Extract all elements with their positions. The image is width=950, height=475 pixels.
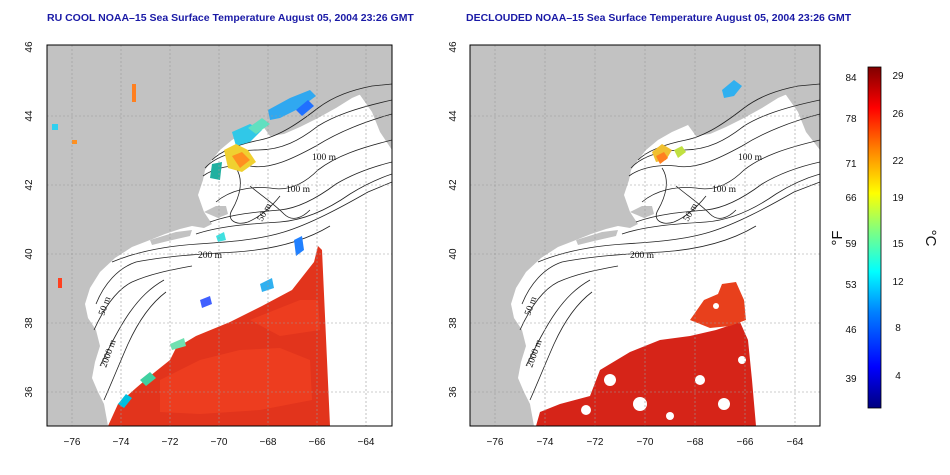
contour-label: 100 m — [738, 153, 763, 163]
colorbar-gradient — [867, 66, 882, 409]
fahrenheit-unit-label: °F — [829, 230, 846, 245]
lon-tick: −64 — [787, 437, 804, 448]
long-island — [576, 230, 618, 245]
land-mass — [47, 45, 392, 426]
lon-tick: −66 — [309, 437, 326, 448]
lon-tick: −72 — [587, 437, 604, 448]
lon-tick: −70 — [637, 437, 654, 448]
contour-label: 200 m — [198, 251, 223, 261]
sst-warm-region — [536, 322, 756, 426]
fahrenheit-tick: 71 — [845, 159, 857, 170]
celsius-tick: 12 — [892, 277, 904, 288]
sst-gulf-of-maine — [652, 80, 742, 164]
fahrenheit-tick: 84 — [845, 73, 857, 84]
lat-tick: 38 — [24, 317, 35, 329]
contour-label: 200 m — [630, 251, 655, 261]
colorbar-celsius-ticks: 29 26 22 19 15 12 8 4 — [892, 71, 904, 382]
map-title-right: DECLOUDED NOAA–15 Sea Surface Temperatur… — [466, 12, 852, 24]
lat-tick: 46 — [448, 41, 459, 53]
map-panel-right: 100 m 100 m 50 m 200 m 50 m 2000 m −76 −… — [448, 41, 821, 448]
x-axis-right: −76 −74 −72 −70 −68 −66 −64 — [487, 437, 804, 448]
map-frame-right — [469, 44, 821, 427]
nova-scotia — [262, 80, 366, 136]
lon-tick: −68 — [260, 437, 277, 448]
y-axis-left: 36 38 40 42 44 46 — [24, 41, 35, 398]
lon-tick: −66 — [737, 437, 754, 448]
lon-tick: −70 — [211, 437, 228, 448]
map-panel-left: 100 m 100 m 50 m 200 m 50 m 2000 m −76 −… — [24, 41, 393, 448]
celsius-tick: 26 — [892, 109, 904, 120]
fahrenheit-tick: 39 — [845, 374, 857, 385]
lon-tick: −76 — [64, 437, 81, 448]
sst-cloud-gaps — [581, 303, 746, 420]
lon-tick: −64 — [358, 437, 375, 448]
sst-gulf-of-maine — [210, 90, 316, 180]
lat-tick: 40 — [24, 248, 35, 260]
celsius-tick: 22 — [892, 156, 904, 167]
lat-tick: 40 — [448, 248, 459, 260]
bathymetry-contours — [519, 83, 820, 401]
celsius-tick: 15 — [892, 239, 904, 250]
lat-tick: 38 — [448, 317, 459, 329]
x-axis-left: −76 −74 −72 −70 −68 −66 −64 — [64, 437, 375, 448]
grid-lines — [47, 45, 392, 426]
lon-tick: −76 — [487, 437, 504, 448]
nova-scotia — [688, 80, 792, 136]
lon-tick: −68 — [687, 437, 704, 448]
long-island — [150, 230, 192, 245]
lat-tick: 42 — [24, 179, 35, 191]
colorbar: 84 78 71 66 59 53 46 39 29 26 22 19 15 1… — [829, 66, 939, 409]
lat-tick: 44 — [24, 110, 35, 122]
celsius-tick: 4 — [895, 371, 901, 382]
celsius-tick: 29 — [892, 71, 904, 82]
contour-label: 100 m — [312, 153, 337, 163]
sst-cool-patches — [118, 232, 304, 408]
y-axis-right: 36 38 40 42 44 46 — [448, 41, 459, 398]
sst-warm-variation — [160, 300, 320, 414]
fahrenheit-tick: 53 — [845, 280, 857, 291]
sst-inland-specks — [52, 84, 136, 288]
land-mass — [470, 45, 820, 426]
fahrenheit-tick: 59 — [845, 239, 857, 250]
contour-label: 100 m — [712, 185, 737, 195]
lon-tick: −72 — [162, 437, 179, 448]
colorbar-fahrenheit-ticks: 84 78 71 66 59 53 46 39 — [845, 73, 857, 385]
celsius-tick: 8 — [895, 323, 901, 334]
lat-tick: 36 — [24, 386, 35, 398]
cape-cod — [630, 206, 654, 218]
fahrenheit-tick: 66 — [845, 193, 857, 204]
celsius-tick: 19 — [892, 193, 904, 204]
lat-tick: 36 — [448, 386, 459, 398]
lon-tick: −74 — [113, 437, 130, 448]
fahrenheit-tick: 46 — [845, 325, 857, 336]
map-title-left: RU COOL NOAA–15 Sea Surface Temperature … — [47, 12, 414, 24]
grid-lines — [470, 45, 820, 426]
lat-tick: 44 — [448, 110, 459, 122]
contour-label: 100 m — [286, 185, 311, 195]
lon-tick: −74 — [537, 437, 554, 448]
cape-cod — [204, 206, 228, 218]
lat-tick: 42 — [448, 179, 459, 191]
celsius-unit-label: °C — [922, 230, 939, 247]
map-frame-left — [46, 44, 393, 427]
fahrenheit-tick: 78 — [845, 114, 857, 125]
lat-tick: 46 — [24, 41, 35, 53]
